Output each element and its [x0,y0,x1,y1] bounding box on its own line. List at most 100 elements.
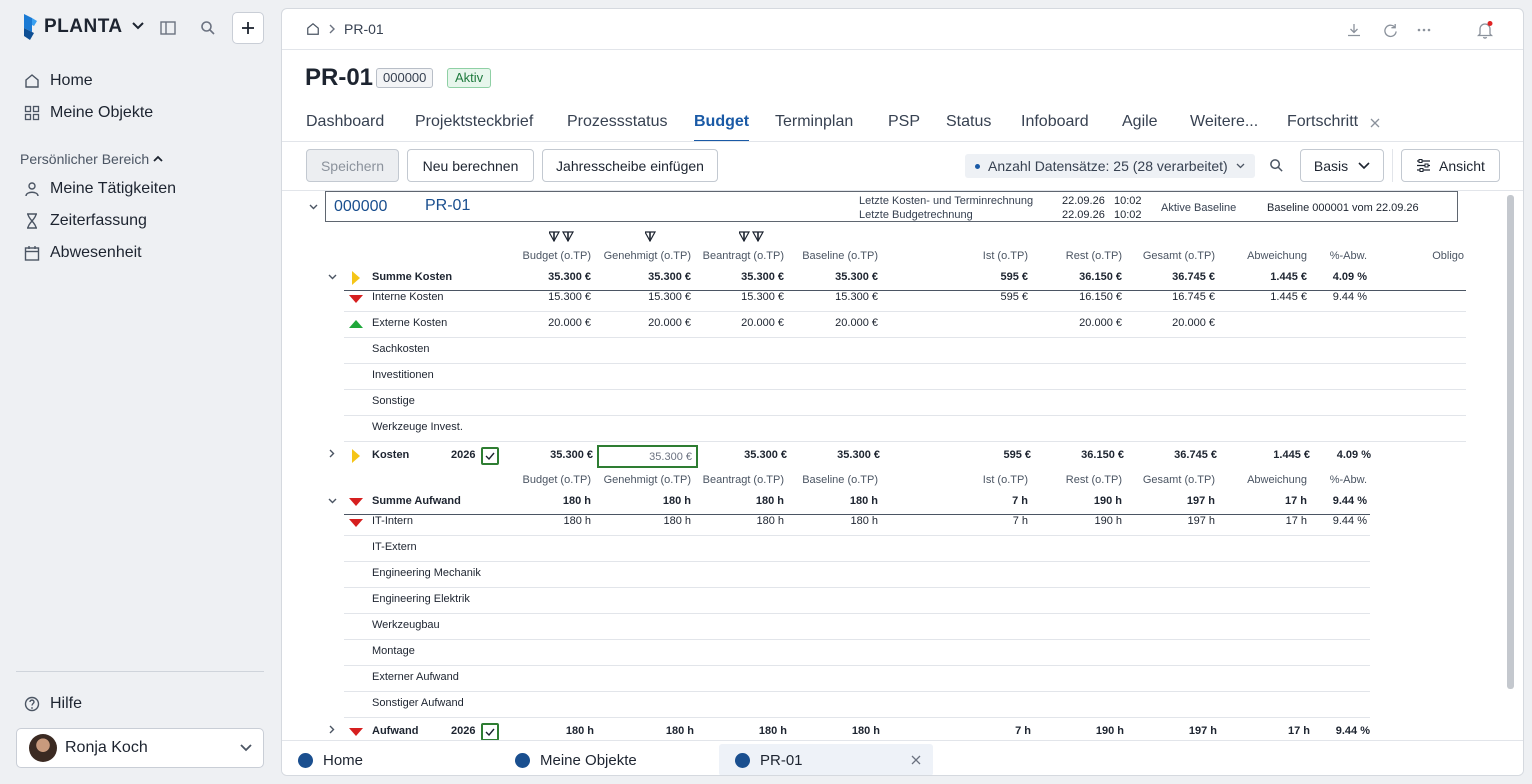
tab-terminplan[interactable]: Terminplan [775,113,854,130]
project-id[interactable]: 000000 [334,198,388,215]
cell-value: 180 h [755,495,784,507]
open-tab-meine-objekte[interactable]: Meine Objekte [499,744,719,775]
col-header-ist[interactable]: Ist (o.TP) [982,250,1028,262]
brand-logo[interactable]: PLANTA [22,14,145,40]
cell-value: 180 h [563,515,591,527]
col-header-baseline[interactable]: Baseline (o.TP) [802,250,878,262]
filter-icon[interactable] [739,231,765,242]
project-name[interactable]: PR-01 [425,197,471,214]
collapse-chevron-icon[interactable] [325,495,339,507]
col-header-beantragt[interactable]: Beantragt (o.TP) [702,250,784,262]
col-header-ist[interactable]: Ist (o.TP) [982,474,1028,486]
row-label: Summe Kosten [372,271,453,283]
tab-dashboard[interactable]: Dashboard [306,113,385,130]
row-divider [344,415,1466,416]
col-header-abw-pct[interactable]: %-Abw. [1329,250,1367,262]
cell-value: 190 h [1094,515,1122,527]
col-header-rest[interactable]: Rest (o.TP) [1065,474,1122,486]
user-menu[interactable]: Ronja Koch [16,728,264,768]
filter-icon[interactable] [645,231,657,242]
more-icon[interactable] [1415,21,1433,39]
status-up-icon [349,320,363,328]
record-count-filter[interactable]: Anzahl Datensätze: 25 (28 verarbeitet) [965,154,1255,178]
search-icon[interactable] [198,18,218,38]
breadcrumb-current[interactable]: PR-01 [344,21,384,37]
row-divider [344,535,1370,536]
tab-projektsteckbrief[interactable]: Projektsteckbrief [415,113,534,130]
collapse-chevron-icon[interactable] [306,201,320,213]
col-header-abweichung[interactable]: Abweichung [1247,474,1307,486]
cell-value: 15.300 € [548,291,591,303]
close-icon[interactable] [1369,117,1381,129]
nav-meine-objekte[interactable]: Meine Objekte [24,104,153,122]
nav-home[interactable]: Home [24,72,93,90]
tab-status[interactable]: Status [946,113,992,130]
col-header-budget[interactable]: Budget (o.TP) [522,474,591,486]
col-header-gesamt[interactable]: Gesamt (o.TP) [1142,474,1215,486]
tab-infoboard[interactable]: Infoboard [1021,113,1089,130]
open-tab-label: Meine Objekte [540,751,637,769]
cell-value: 4.09 % [1332,271,1367,283]
chevron-down-icon[interactable] [131,20,145,34]
search-icon[interactable] [1266,155,1286,175]
home-icon[interactable] [306,22,320,36]
nav-zeiterfassung[interactable]: Zeiterfassung [24,212,147,230]
close-icon[interactable] [911,755,921,765]
insert-year-button[interactable]: Jahresscheibe einfügen [542,149,718,182]
tab-weitere[interactable]: Weitere... [1190,113,1259,130]
open-tab-home[interactable]: Home [282,744,502,775]
expand-chevron-icon[interactable] [325,449,339,461]
open-tab-pr-01[interactable]: PR-01 [719,744,933,775]
refresh-icon[interactable] [1381,21,1399,39]
cell-value: 35.300 € [741,271,784,283]
add-button[interactable] [232,12,264,44]
bell-icon[interactable] [1475,20,1495,40]
genehmigt-input[interactable]: 35.300 € [597,445,698,468]
sidebar-toggle-icon[interactable] [158,18,178,38]
col-header-budget[interactable]: Budget (o.TP) [522,250,591,262]
tab-agile[interactable]: Agile [1122,113,1158,130]
view-settings-button[interactable]: Ansicht [1401,149,1500,182]
recalculate-button[interactable]: Neu berechnen [407,149,534,182]
col-header-gesamt[interactable]: Gesamt (o.TP) [1142,250,1215,262]
dot-icon [975,163,980,169]
tab-psp[interactable]: PSP [888,113,921,130]
brand-name: PLANTA [44,16,123,37]
cell-value: 20.000 € [548,317,591,329]
col-header-beantragt[interactable]: Beantragt (o.TP) [702,474,784,486]
col-header-genehmigt[interactable]: Genehmigt (o.TP) [603,250,691,262]
row-divider [344,337,1466,338]
cell-value: 20.000 € [1079,317,1122,329]
col-header-genehmigt[interactable]: Genehmigt (o.TP) [603,474,691,486]
download-icon[interactable] [1345,21,1363,39]
cell-value: 35.300 € [550,449,593,461]
col-header-baseline[interactable]: Baseline (o.TP) [802,474,878,486]
row-divider [344,561,1370,562]
expand-chevron-icon[interactable] [325,725,339,737]
cell-value: 17 h [1284,495,1307,507]
save-button[interactable]: Speichern [306,149,399,182]
approve-checkbox[interactable] [481,447,499,465]
view-select[interactable]: Basis [1300,149,1384,182]
col-header-rest[interactable]: Rest (o.TP) [1065,250,1122,262]
nav-hilfe[interactable]: Hilfe [24,695,82,713]
vertical-scrollbar[interactable] [1507,195,1514,689]
section-persoenlicher-bereich[interactable]: Persönlicher Bereich [20,151,163,167]
open-tabs-bar: Home Meine Objekte PR-01 [282,740,1523,775]
tab-prozessstatus[interactable]: Prozessstatus [567,113,668,130]
col-header-obligo[interactable]: Obligo [1432,250,1464,262]
tab-fortschritt[interactable]: Fortschritt [1287,113,1359,130]
cell-value: 15.300 € [835,291,878,303]
cell-value: 1.445 € [1270,291,1307,303]
nav-meine-taetigkeiten[interactable]: Meine Tätigkeiten [24,180,176,198]
row-year: 2026 [451,725,476,737]
col-header-abweichung[interactable]: Abweichung [1247,250,1307,262]
filter-icon[interactable] [549,231,575,242]
cell-value: 16.745 € [1172,291,1215,303]
collapse-chevron-icon[interactable] [325,271,339,283]
col-header-abw-pct[interactable]: %-Abw. [1329,474,1367,486]
nav-abwesenheit[interactable]: Abwesenheit [24,244,142,262]
cell-value: 9.44 % [1332,291,1367,303]
baseline-label: Aktive Baseline [1161,202,1237,214]
tab-budget[interactable]: Budget [694,113,750,142]
